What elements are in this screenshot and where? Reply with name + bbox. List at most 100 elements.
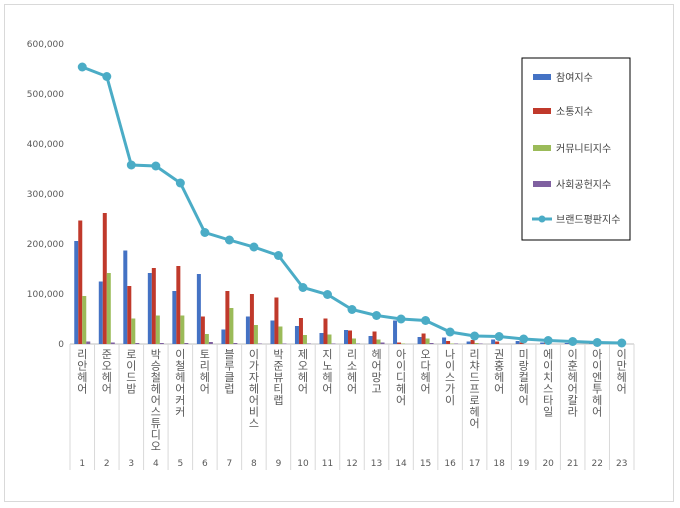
bar-참여지수 — [294, 326, 299, 344]
bar-소통지수 — [102, 213, 107, 344]
bar-소통지수 — [78, 220, 83, 344]
bar-사회공헌지수 — [184, 343, 189, 344]
point-브랜드평판지수 — [519, 334, 529, 344]
bar-참여지수 — [491, 339, 496, 344]
point-브랜드평판지수 — [126, 160, 136, 170]
category-index: 5 — [177, 459, 183, 469]
category-index: 13 — [371, 459, 382, 469]
bar-사회공헌지수 — [282, 343, 287, 344]
bar-참여지수 — [393, 320, 398, 344]
bar-커뮤니티지수 — [474, 343, 479, 344]
point-브랜드평판지수 — [273, 251, 283, 260]
point-브랜드평판지수 — [592, 338, 602, 347]
category-index: 6 — [202, 459, 208, 469]
bar-소통지수 — [274, 297, 279, 344]
bar-커뮤니티지수 — [131, 318, 136, 344]
legend-swatch — [533, 181, 551, 187]
bar-참여지수 — [74, 241, 79, 344]
category-index: 19 — [518, 459, 530, 469]
bar-커뮤니티지수 — [82, 296, 87, 344]
category-index: 16 — [444, 459, 456, 469]
bar-커뮤니티지수 — [401, 343, 406, 344]
category-index: 21 — [567, 459, 578, 469]
bar-커뮤니티지수 — [352, 338, 356, 344]
point-브랜드평판지수 — [77, 62, 87, 72]
point-브랜드평판지수 — [494, 332, 504, 341]
legend-label: 소통지수 — [556, 106, 593, 118]
point-브랜드평판지수 — [224, 235, 234, 245]
bar-소통지수 — [127, 286, 132, 344]
bar-소통지수 — [372, 331, 377, 344]
bar-참여지수 — [564, 343, 569, 344]
bar-소통지수 — [348, 330, 352, 344]
bar-소통지수 — [495, 341, 500, 344]
bar-소통지수 — [323, 318, 328, 344]
category-index: 3 — [128, 459, 134, 469]
bar-참여지수 — [245, 316, 250, 344]
category-index: 8 — [251, 459, 257, 469]
bar-참여지수 — [417, 337, 422, 344]
bar-참여지수 — [98, 281, 103, 344]
bar-소통지수 — [200, 316, 205, 344]
bar-커뮤니티지수 — [425, 338, 430, 344]
point-브랜드평판지수 — [249, 242, 259, 252]
bar-커뮤니티지수 — [302, 335, 307, 344]
bar-커뮤니티지수 — [253, 325, 258, 344]
bar-사회공헌지수 — [429, 343, 434, 344]
bar-참여지수 — [319, 333, 324, 344]
y-tick-label: 400,000 — [27, 140, 64, 150]
bar-소통지수 — [176, 266, 181, 344]
category-index: 14 — [395, 459, 407, 469]
legend-swatch — [533, 108, 551, 114]
category-index: 15 — [420, 459, 431, 469]
y-tick-label: 600,000 — [27, 40, 64, 50]
point-브랜드평판지수 — [568, 337, 578, 346]
category-index: 18 — [493, 459, 505, 469]
bar-소통지수 — [421, 333, 426, 344]
category-index: 9 — [276, 459, 282, 469]
bar-참여지수 — [515, 341, 520, 344]
point-브랜드평판지수 — [298, 283, 308, 292]
bar-사회공헌지수 — [159, 343, 164, 344]
bar-참여지수 — [344, 330, 348, 344]
category-index: 1 — [79, 459, 85, 469]
bar-참여지수 — [540, 342, 545, 344]
bar-커뮤니티지수 — [155, 315, 160, 344]
y-tick-label: 100,000 — [27, 290, 64, 300]
bar-참여지수 — [147, 273, 152, 344]
y-tick-label: 0 — [58, 340, 64, 350]
bar-사회공헌지수 — [233, 343, 238, 344]
bar-소통지수 — [519, 342, 524, 344]
legend-label: 커뮤니티지수 — [556, 143, 611, 155]
bar-사회공헌지수 — [208, 342, 213, 344]
bar-참여지수 — [368, 336, 373, 344]
bar-소통지수 — [225, 291, 230, 344]
point-브랜드평판지수 — [617, 338, 627, 348]
bar-사회공헌지수 — [135, 343, 140, 344]
legend-swatch — [533, 145, 551, 151]
bar-사회공헌지수 — [478, 343, 483, 344]
bar-커뮤니티지수 — [278, 326, 283, 344]
bar-사회공헌지수 — [380, 342, 385, 344]
category-index: 7 — [227, 459, 233, 469]
bar-참여지수 — [442, 337, 447, 344]
bar-사회공헌지수 — [306, 343, 311, 344]
bar-참여지수 — [172, 291, 177, 344]
category-index: 2 — [104, 459, 110, 469]
bar-사회공헌지수 — [110, 342, 115, 344]
bar-참여지수 — [466, 341, 471, 344]
bar-커뮤니티지수 — [180, 315, 185, 344]
bar-소통지수 — [298, 318, 303, 344]
point-브랜드평판지수 — [445, 327, 455, 337]
